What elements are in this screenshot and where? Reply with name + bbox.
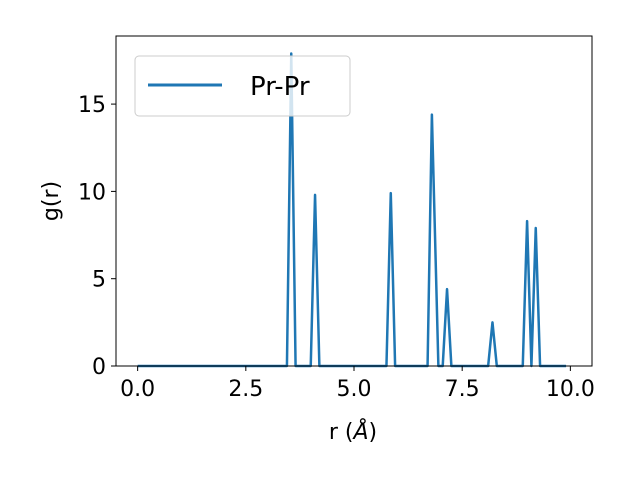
x-tick-label: 0.0: [120, 377, 155, 402]
x-tick-label: 5.0: [337, 377, 372, 402]
x-axis-label-base: r (: [329, 420, 354, 445]
y-axis-label: g(r): [39, 181, 64, 221]
y-tick-label: 15: [78, 93, 106, 118]
legend-label-pr-pr: Pr-Pr: [250, 72, 310, 102]
plot-frame: [115, 35, 593, 367]
y-tick-label: 0: [92, 355, 106, 380]
y-tick-label: 5: [92, 268, 106, 293]
x-tick-label: 10.0: [546, 377, 595, 402]
x-tick-label: 2.5: [228, 377, 263, 402]
x-axis-label-end: ): [369, 420, 378, 445]
y-tick-label: 10: [78, 180, 106, 205]
legend: Pr-Pr: [134, 55, 351, 117]
x-tick-label: 7.5: [445, 377, 480, 402]
x-axis-label: r (Å): [329, 418, 377, 445]
ticks-layer: 0.0 2.5 5.0 7.5 10.0 0 5 10 15: [78, 93, 595, 402]
x-axis-label-unit: Å: [351, 418, 368, 445]
legend-box: [134, 55, 351, 117]
